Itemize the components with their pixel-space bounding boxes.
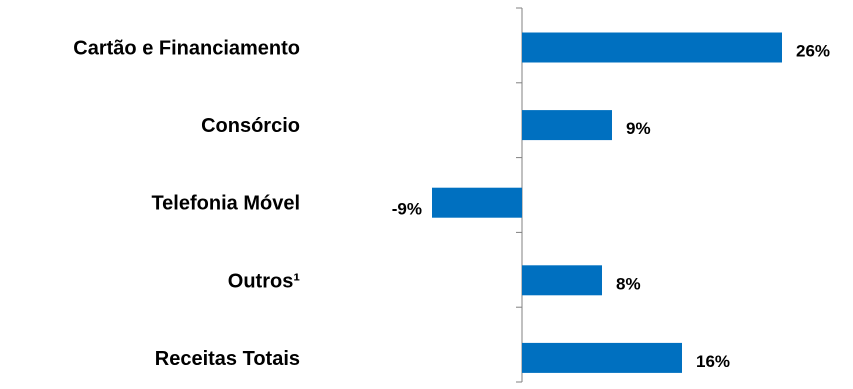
category-label: Consórcio	[201, 115, 300, 137]
data-label: 8%	[616, 274, 641, 293]
bar	[522, 342, 682, 373]
data-label: 9%	[626, 119, 651, 138]
bar	[522, 32, 782, 63]
data-label: -9%	[392, 200, 422, 219]
category-label: Cartão e Financiamento	[73, 38, 300, 60]
bars	[432, 32, 782, 373]
labels: Cartão e Financiamento 26% Consórcio 9% Tele…	[73, 38, 830, 371]
data-label: 16%	[696, 352, 730, 371]
bar	[522, 265, 602, 296]
data-label: 26%	[796, 42, 830, 61]
category-label: Telefonia Móvel	[151, 193, 300, 215]
bar	[432, 187, 522, 218]
category-label: Outros¹	[228, 270, 301, 292]
category-label: Receitas Totais	[155, 348, 300, 370]
bar	[522, 110, 612, 141]
